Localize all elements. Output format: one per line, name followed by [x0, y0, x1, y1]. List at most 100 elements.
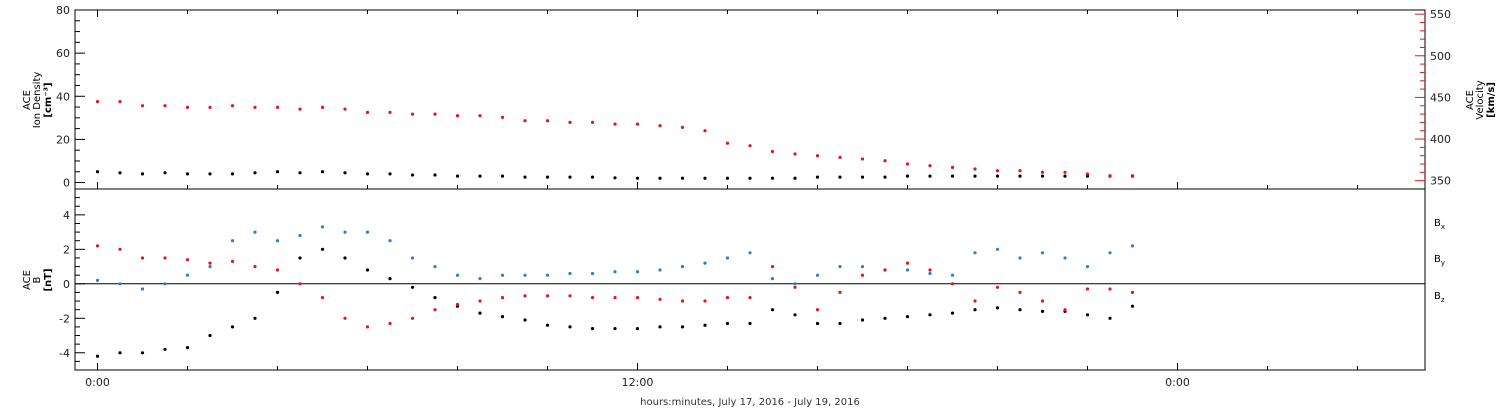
- magnetic-data-points: [95, 225, 1135, 358]
- bx-point: [410, 285, 415, 289]
- plasma-data-points: [95, 100, 1135, 180]
- bz-point: [883, 268, 887, 272]
- plasma-right-axis-title-line-3: [km/s]: [1486, 82, 1497, 118]
- bz-point: [500, 296, 505, 300]
- bz-point: [950, 282, 955, 286]
- ion-density-point: [883, 175, 887, 179]
- legend-entry-bz-main: B: [1434, 291, 1441, 302]
- by-point: [1085, 265, 1090, 269]
- bx-point: [275, 290, 280, 294]
- velocity-point: [365, 110, 370, 114]
- ion-density-point: [163, 171, 167, 175]
- ion-density-point: [118, 171, 122, 175]
- ion-density-point: [748, 176, 752, 180]
- plasma-right-y-axis: 350 400 450 500 550: [1415, 8, 1451, 188]
- ion-density-point: [995, 174, 1000, 178]
- bz-point: [1018, 290, 1022, 294]
- ion-density-point: [208, 172, 212, 176]
- bx-point: [635, 327, 640, 331]
- ion-density-point: [568, 175, 572, 179]
- bx-point: [883, 316, 887, 320]
- velocity-point: [770, 149, 775, 154]
- bz-point: [1130, 290, 1135, 294]
- bz-point: [658, 297, 662, 301]
- velocity-point: [635, 122, 640, 126]
- ion-density-point: [545, 175, 550, 179]
- by-point: [230, 239, 235, 243]
- by-point: [500, 273, 505, 277]
- velocity-point: [208, 105, 212, 109]
- by-point: [478, 277, 482, 281]
- by-point: [118, 282, 122, 286]
- plasma-right-axis-title: ACE Velocity [km/s]: [1465, 80, 1497, 119]
- by-point: [793, 282, 797, 286]
- bx-point: [838, 321, 842, 326]
- velocity-point: [568, 120, 572, 124]
- velocity-point: [163, 104, 167, 108]
- bx-point: [343, 256, 347, 260]
- bz-point: [545, 294, 550, 298]
- velocity-point: [725, 141, 730, 145]
- bz-point: [680, 299, 685, 303]
- legend-entry-bz-sub: z: [1441, 296, 1445, 304]
- legend-entry-bz: Bz: [1434, 291, 1445, 304]
- bz-point: [95, 244, 100, 248]
- plasma-left-axis-title-line-3: [cm⁻³]: [43, 82, 54, 117]
- bz-point: [185, 258, 190, 262]
- bx-point: [995, 306, 1000, 310]
- bz-point: [995, 285, 1000, 289]
- velocity-point: [815, 154, 820, 158]
- bx-point: [95, 354, 100, 358]
- bz-point: [568, 294, 572, 298]
- plasma-right-axis-title-line-2: Velocity: [1475, 80, 1486, 119]
- bz-point: [635, 296, 640, 300]
- bx-point: [298, 256, 302, 260]
- ion-density-point: [658, 176, 662, 180]
- ion-density-point: [320, 170, 325, 174]
- legend-entry-by-main: B: [1434, 254, 1441, 265]
- bx-point: [478, 311, 482, 315]
- velocity-point: [995, 169, 1000, 173]
- velocity-point: [230, 104, 235, 108]
- by-point: [320, 225, 325, 229]
- by-point: [433, 265, 437, 269]
- velocity-point: [298, 107, 302, 111]
- velocity-point: [973, 167, 977, 171]
- ion-density-point: [478, 174, 482, 178]
- bx-point: [140, 351, 145, 355]
- bz-point: [163, 256, 167, 260]
- bz-point: [208, 261, 212, 265]
- bz-point: [905, 261, 910, 265]
- bz-point: [793, 285, 797, 289]
- plasma-left-axis-title: ACE Ion Density [cm⁻³]: [22, 72, 54, 129]
- plasma-left-y-axis: 0 20 40 60 80: [56, 4, 85, 190]
- plasma-left-y-tick-label: 60: [56, 47, 70, 60]
- magnetic-axis-title-line-1: ACE: [22, 270, 33, 290]
- bz-point: [860, 273, 865, 277]
- velocity-point: [545, 119, 550, 123]
- ion-density-point: [860, 175, 865, 179]
- ion-density-point: [433, 173, 437, 177]
- bx-point: [1040, 309, 1045, 313]
- x-tick-label: 0:00: [85, 376, 110, 389]
- bx-point: [770, 308, 775, 312]
- by-point: [635, 270, 640, 274]
- by-point: [275, 239, 280, 243]
- ion-density-point: [298, 171, 302, 175]
- ion-density-point: [1063, 174, 1067, 178]
- plasma-left-axis-title-line-2: Ion Density: [32, 72, 43, 129]
- plasma-left-axis-title-line-1: ACE: [22, 90, 33, 110]
- magnetic-y-tick-label: -2: [59, 312, 70, 325]
- bx-point: [163, 347, 167, 351]
- ion-density-point: [230, 172, 235, 176]
- by-point: [1040, 251, 1045, 255]
- by-point: [748, 251, 752, 255]
- velocity-point: [523, 119, 527, 123]
- bx-point: [815, 321, 820, 326]
- by-point: [1130, 244, 1135, 248]
- plasma-right-y-tick-label: 550: [1430, 8, 1451, 21]
- by-point: [770, 277, 775, 281]
- velocity-point: [613, 122, 617, 126]
- magnetic-y-tick-label: 0: [63, 278, 70, 291]
